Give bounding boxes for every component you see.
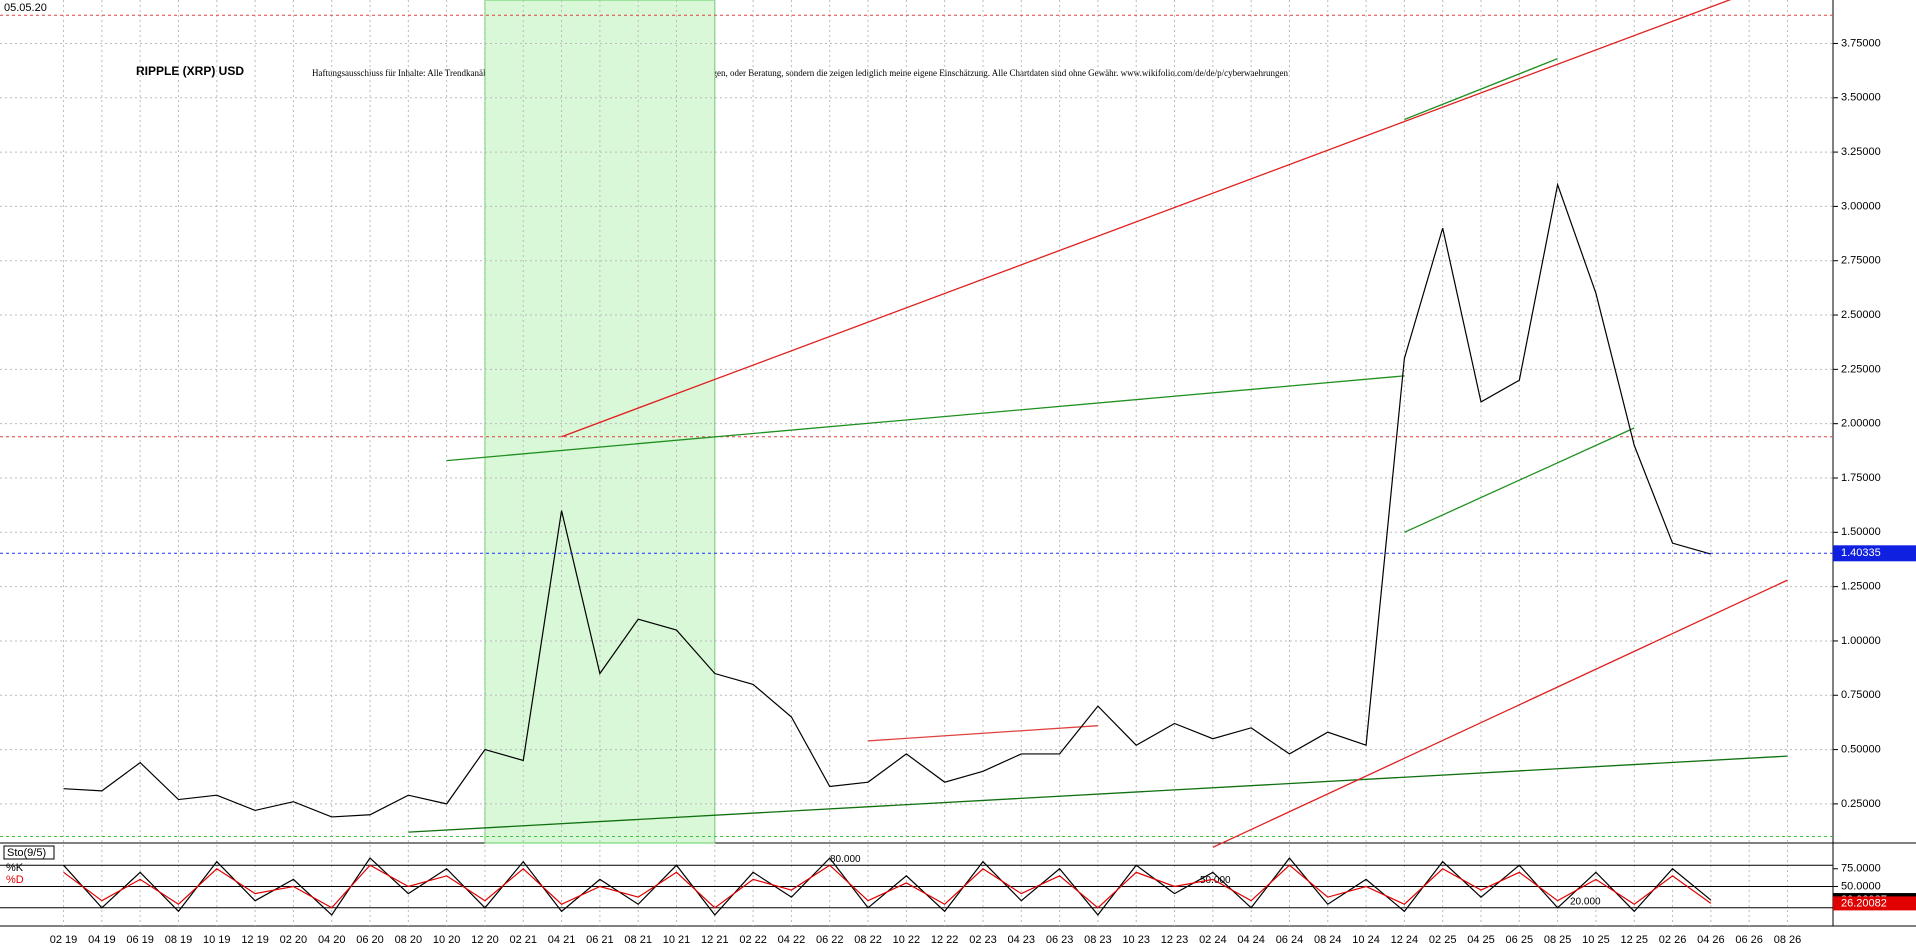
background-layer	[0, 0, 1833, 926]
last-price-box	[1833, 545, 1916, 562]
x-tick-label: 08 26	[1774, 934, 1802, 946]
x-tick-label: 06 19	[126, 934, 154, 946]
y-tick-label: 2.50000	[1841, 309, 1881, 321]
x-tick-label: 06 21	[586, 934, 614, 946]
y-tick-label: 2.75000	[1841, 255, 1881, 267]
x-tick-label: 06 26	[1735, 934, 1763, 946]
y-tick-label: 2.00000	[1841, 418, 1881, 430]
trend-line	[1212, 579, 1788, 848]
x-tick-label: 06 25	[1506, 934, 1534, 946]
y-tick-label: 0.50000	[1841, 743, 1881, 755]
x-tick-label: 12 23	[1161, 934, 1189, 946]
x-tick-label: 12 25	[1620, 934, 1648, 946]
x-tick-label: 02 22	[739, 934, 767, 946]
y-tick-label: 1.00000	[1841, 635, 1881, 647]
osc-tick-label: 75.0000	[1841, 863, 1881, 875]
x-tick-label: 04 26	[1697, 934, 1725, 946]
x-tick-label: 08 23	[1084, 934, 1112, 946]
y-tick-label: 1.75000	[1841, 472, 1881, 484]
osc-title-box	[3, 845, 55, 860]
last-price-label: 1.40335	[1841, 547, 1881, 559]
osc-last-label: 26.20082	[1841, 897, 1887, 909]
x-tick-label: 04 23	[1008, 934, 1036, 946]
x-tick-label: 02 20	[280, 934, 308, 946]
y-tick-label: 0.25000	[1841, 798, 1881, 810]
x-tick-label: 12 20	[471, 934, 499, 946]
legend-entry: %K	[6, 862, 24, 874]
date-label: 05.05.20	[4, 2, 47, 14]
trend-line	[1404, 427, 1635, 533]
y-tick-label: 3.50000	[1841, 92, 1881, 104]
x-tick-label: 02 25	[1429, 934, 1457, 946]
trend-line	[408, 755, 1788, 833]
x-tick-label: 08 19	[165, 934, 193, 946]
legend-entry: %D	[6, 874, 24, 886]
osc-level-label: 20.000	[1570, 896, 1601, 907]
x-tick-label: 08 20	[395, 934, 423, 946]
x-tick-label: 12 24	[1391, 934, 1419, 946]
trend-line	[868, 725, 1098, 742]
x-tick-label: 04 19	[88, 934, 116, 946]
x-tick-label: 06 24	[1276, 934, 1304, 946]
x-tick-label: 08 21	[624, 934, 652, 946]
x-tick-label: 04 20	[318, 934, 346, 946]
price-line	[63, 182, 1712, 818]
osc-title: Sto(9/5)	[7, 847, 46, 859]
x-tick-label: 08 22	[854, 934, 882, 946]
x-tick-label: 12 22	[931, 934, 959, 946]
x-tick-label: 10 19	[203, 934, 231, 946]
x-tick-label: 08 24	[1314, 934, 1342, 946]
osc-tick-label: 50.0000	[1841, 880, 1881, 892]
x-tick-label: 02 21	[509, 934, 537, 946]
osc-level-label: 80.000	[830, 854, 861, 865]
x-tick-label: 12 21	[701, 934, 729, 946]
osc-last-box	[1833, 896, 1916, 911]
x-tick-label: 02 26	[1659, 934, 1687, 946]
x-tick-label: 08 25	[1544, 934, 1572, 946]
trend-line	[446, 375, 1405, 462]
x-tick-label: 10 20	[433, 934, 461, 946]
x-tick-label: 02 24	[1199, 934, 1227, 946]
x-tick-label: 04 21	[548, 934, 576, 946]
x-tick-label: 10 24	[1352, 934, 1380, 946]
osc-line	[63, 864, 1712, 909]
x-tick-label: 04 22	[778, 934, 806, 946]
x-tick-label: 12 19	[241, 934, 269, 946]
x-tick-label: 10 22	[893, 934, 921, 946]
x-tick-label: 10 23	[1122, 934, 1150, 946]
x-tick-label: 06 20	[356, 934, 384, 946]
x-tick-label: 06 22	[816, 934, 844, 946]
trend-line	[1404, 58, 1558, 121]
disclaimer: Haftungsausschluss für Inhalte: Alle Tre…	[312, 68, 1289, 78]
y-tick-label: 1.50000	[1841, 526, 1881, 538]
x-tick-label: 04 25	[1467, 934, 1495, 946]
chart-title: RIPPLE (XRP) USD	[136, 64, 244, 78]
x-tick-label: 10 21	[663, 934, 691, 946]
x-tick-label: 02 23	[969, 934, 997, 946]
y-tick-label: 1.25000	[1841, 581, 1881, 593]
trend-line	[561, 0, 1732, 438]
x-tick-label: 04 24	[1237, 934, 1265, 946]
y-tick-label: 3.25000	[1841, 146, 1881, 158]
x-tick-label: 02 19	[50, 934, 78, 946]
y-tick-label: 3.00000	[1841, 200, 1881, 212]
y-tick-label: 3.75000	[1841, 37, 1881, 49]
y-tick-label: 0.75000	[1841, 689, 1881, 701]
x-tick-label: 10 25	[1582, 934, 1610, 946]
y-tick-label: 2.25000	[1841, 363, 1881, 375]
x-tick-label: 06 23	[1046, 934, 1074, 946]
